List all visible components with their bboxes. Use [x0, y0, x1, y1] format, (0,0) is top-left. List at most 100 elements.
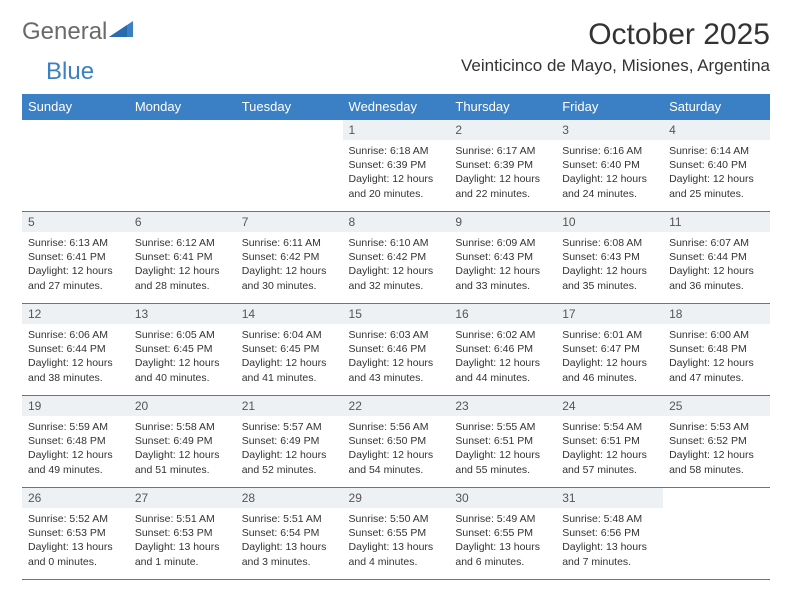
day-details: Sunrise: 6:07 AMSunset: 6:44 PMDaylight:… — [663, 232, 770, 299]
calendar-day-cell: 25Sunrise: 5:53 AMSunset: 6:52 PMDayligh… — [663, 396, 770, 488]
day-number: 26 — [22, 488, 129, 508]
calendar-day-cell: 1Sunrise: 6:18 AMSunset: 6:39 PMDaylight… — [343, 120, 450, 212]
calendar-day-cell: 19Sunrise: 5:59 AMSunset: 6:48 PMDayligh… — [22, 396, 129, 488]
day-details: Sunrise: 6:10 AMSunset: 6:42 PMDaylight:… — [343, 232, 450, 299]
calendar-day-cell: 28Sunrise: 5:51 AMSunset: 6:54 PMDayligh… — [236, 488, 343, 580]
day-details: Sunrise: 5:48 AMSunset: 6:56 PMDaylight:… — [556, 508, 663, 575]
weekday-header-row: SundayMondayTuesdayWednesdayThursdayFrid… — [22, 94, 770, 120]
day-number: 15 — [343, 304, 450, 324]
calendar-body: ......1Sunrise: 6:18 AMSunset: 6:39 PMDa… — [22, 120, 770, 580]
calendar-week-row: 26Sunrise: 5:52 AMSunset: 6:53 PMDayligh… — [22, 488, 770, 580]
day-details: Sunrise: 5:53 AMSunset: 6:52 PMDaylight:… — [663, 416, 770, 483]
day-number: 10 — [556, 212, 663, 232]
weekday-header: Wednesday — [343, 94, 450, 120]
day-details: Sunrise: 5:56 AMSunset: 6:50 PMDaylight:… — [343, 416, 450, 483]
weekday-header: Saturday — [663, 94, 770, 120]
calendar-day-cell: 10Sunrise: 6:08 AMSunset: 6:43 PMDayligh… — [556, 212, 663, 304]
calendar-day-cell: 14Sunrise: 6:04 AMSunset: 6:45 PMDayligh… — [236, 304, 343, 396]
day-number: 7 — [236, 212, 343, 232]
day-details: Sunrise: 6:03 AMSunset: 6:46 PMDaylight:… — [343, 324, 450, 391]
day-details: Sunrise: 5:54 AMSunset: 6:51 PMDaylight:… — [556, 416, 663, 483]
day-details: Sunrise: 5:51 AMSunset: 6:53 PMDaylight:… — [129, 508, 236, 575]
day-number: 27 — [129, 488, 236, 508]
calendar-day-cell: 3Sunrise: 6:16 AMSunset: 6:40 PMDaylight… — [556, 120, 663, 212]
calendar-week-row: 5Sunrise: 6:13 AMSunset: 6:41 PMDaylight… — [22, 212, 770, 304]
day-details: Sunrise: 5:49 AMSunset: 6:55 PMDaylight:… — [449, 508, 556, 575]
weekday-header: Sunday — [22, 94, 129, 120]
day-number: 31 — [556, 488, 663, 508]
day-details: Sunrise: 6:08 AMSunset: 6:43 PMDaylight:… — [556, 232, 663, 299]
logo-text-general: General — [22, 18, 107, 46]
day-details: Sunrise: 6:09 AMSunset: 6:43 PMDaylight:… — [449, 232, 556, 299]
weekday-header: Friday — [556, 94, 663, 120]
month-title: October 2025 — [461, 18, 770, 52]
day-number: 6 — [129, 212, 236, 232]
day-number: 13 — [129, 304, 236, 324]
calendar-day-cell: 9Sunrise: 6:09 AMSunset: 6:43 PMDaylight… — [449, 212, 556, 304]
calendar-day-cell: .. — [663, 488, 770, 580]
day-details: Sunrise: 5:51 AMSunset: 6:54 PMDaylight:… — [236, 508, 343, 575]
calendar-day-cell: 29Sunrise: 5:50 AMSunset: 6:55 PMDayligh… — [343, 488, 450, 580]
logo-text-blue: Blue — [46, 58, 94, 85]
day-number: 2 — [449, 120, 556, 140]
day-number: 25 — [663, 396, 770, 416]
day-number: 30 — [449, 488, 556, 508]
day-number: 23 — [449, 396, 556, 416]
day-details: Sunrise: 6:18 AMSunset: 6:39 PMDaylight:… — [343, 140, 450, 207]
calendar-day-cell: 13Sunrise: 6:05 AMSunset: 6:45 PMDayligh… — [129, 304, 236, 396]
day-details: Sunrise: 6:17 AMSunset: 6:39 PMDaylight:… — [449, 140, 556, 207]
calendar-week-row: ......1Sunrise: 6:18 AMSunset: 6:39 PMDa… — [22, 120, 770, 212]
day-number: 18 — [663, 304, 770, 324]
day-number: 24 — [556, 396, 663, 416]
day-number: 29 — [343, 488, 450, 508]
calendar-day-cell: 11Sunrise: 6:07 AMSunset: 6:44 PMDayligh… — [663, 212, 770, 304]
day-details: Sunrise: 5:50 AMSunset: 6:55 PMDaylight:… — [343, 508, 450, 575]
calendar-day-cell: 21Sunrise: 5:57 AMSunset: 6:49 PMDayligh… — [236, 396, 343, 488]
day-details: Sunrise: 6:11 AMSunset: 6:42 PMDaylight:… — [236, 232, 343, 299]
day-number: 20 — [129, 396, 236, 416]
title-block: October 2025 Veinticinco de Mayo, Mision… — [461, 18, 770, 76]
calendar-day-cell: .. — [236, 120, 343, 212]
calendar-day-cell: 31Sunrise: 5:48 AMSunset: 6:56 PMDayligh… — [556, 488, 663, 580]
day-details: Sunrise: 6:16 AMSunset: 6:40 PMDaylight:… — [556, 140, 663, 207]
calendar-day-cell: 24Sunrise: 5:54 AMSunset: 6:51 PMDayligh… — [556, 396, 663, 488]
logo-triangle-icon — [109, 18, 135, 46]
day-number: 4 — [663, 120, 770, 140]
calendar-day-cell: 7Sunrise: 6:11 AMSunset: 6:42 PMDaylight… — [236, 212, 343, 304]
day-number: 22 — [343, 396, 450, 416]
calendar-day-cell: 22Sunrise: 5:56 AMSunset: 6:50 PMDayligh… — [343, 396, 450, 488]
day-details: Sunrise: 6:00 AMSunset: 6:48 PMDaylight:… — [663, 324, 770, 391]
calendar-day-cell: 23Sunrise: 5:55 AMSunset: 6:51 PMDayligh… — [449, 396, 556, 488]
calendar-table: SundayMondayTuesdayWednesdayThursdayFrid… — [22, 94, 770, 580]
weekday-header: Monday — [129, 94, 236, 120]
calendar-day-cell: 5Sunrise: 6:13 AMSunset: 6:41 PMDaylight… — [22, 212, 129, 304]
day-details: Sunrise: 6:01 AMSunset: 6:47 PMDaylight:… — [556, 324, 663, 391]
day-number: 12 — [22, 304, 129, 324]
weekday-header: Tuesday — [236, 94, 343, 120]
day-details: Sunrise: 5:52 AMSunset: 6:53 PMDaylight:… — [22, 508, 129, 575]
calendar-day-cell: 27Sunrise: 5:51 AMSunset: 6:53 PMDayligh… — [129, 488, 236, 580]
day-details: Sunrise: 5:59 AMSunset: 6:48 PMDaylight:… — [22, 416, 129, 483]
calendar-day-cell: 26Sunrise: 5:52 AMSunset: 6:53 PMDayligh… — [22, 488, 129, 580]
day-number: 5 — [22, 212, 129, 232]
calendar-day-cell: 2Sunrise: 6:17 AMSunset: 6:39 PMDaylight… — [449, 120, 556, 212]
day-number: 28 — [236, 488, 343, 508]
day-number: 19 — [22, 396, 129, 416]
day-details: Sunrise: 5:58 AMSunset: 6:49 PMDaylight:… — [129, 416, 236, 483]
day-number: 3 — [556, 120, 663, 140]
calendar-day-cell: 12Sunrise: 6:06 AMSunset: 6:44 PMDayligh… — [22, 304, 129, 396]
day-details: Sunrise: 6:13 AMSunset: 6:41 PMDaylight:… — [22, 232, 129, 299]
day-details: Sunrise: 6:02 AMSunset: 6:46 PMDaylight:… — [449, 324, 556, 391]
day-number: 9 — [449, 212, 556, 232]
day-number: 8 — [343, 212, 450, 232]
day-details: Sunrise: 5:57 AMSunset: 6:49 PMDaylight:… — [236, 416, 343, 483]
day-number: 1 — [343, 120, 450, 140]
day-details: Sunrise: 6:04 AMSunset: 6:45 PMDaylight:… — [236, 324, 343, 391]
day-details: Sunrise: 5:55 AMSunset: 6:51 PMDaylight:… — [449, 416, 556, 483]
calendar-day-cell: .. — [22, 120, 129, 212]
calendar-day-cell: 6Sunrise: 6:12 AMSunset: 6:41 PMDaylight… — [129, 212, 236, 304]
calendar-day-cell: 8Sunrise: 6:10 AMSunset: 6:42 PMDaylight… — [343, 212, 450, 304]
day-number: 14 — [236, 304, 343, 324]
calendar-week-row: 19Sunrise: 5:59 AMSunset: 6:48 PMDayligh… — [22, 396, 770, 488]
location: Veinticinco de Mayo, Misiones, Argentina — [461, 56, 770, 76]
